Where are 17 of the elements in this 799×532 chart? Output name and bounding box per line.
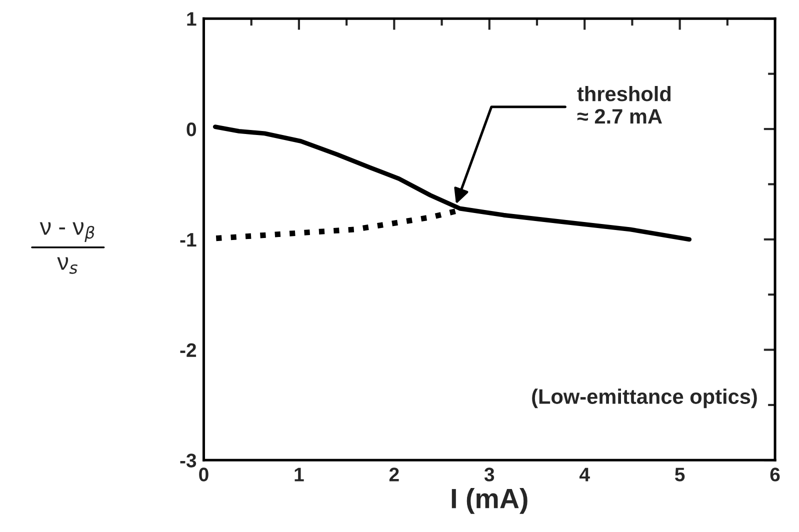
x-tick-label: 1: [294, 468, 304, 482]
annotation: (Low-emittance optics): [532, 388, 757, 408]
x-tick-label: 3: [484, 468, 494, 482]
x-tick-label: 4: [579, 468, 590, 482]
x-tick-label: 2: [389, 468, 399, 482]
line-series: [212, 124, 692, 242]
x-tick-label: 6: [770, 468, 780, 482]
annotation: threshold ≈ 2.7 mA: [577, 86, 671, 124]
y-tick-label: -2: [180, 343, 196, 357]
x-tick-label: 5: [675, 468, 685, 482]
x-tick-label: 0: [199, 468, 208, 482]
y-tick-label: 0: [186, 122, 196, 136]
x-axis-title: I (mA): [452, 488, 528, 514]
y-tick-label: -3: [180, 454, 196, 468]
y-tick-label: 1: [187, 12, 196, 26]
text: ν - ν$_{β}$ ν$_{s}$: [40, 222, 94, 274]
y-tick-label: -1: [180, 233, 196, 246]
